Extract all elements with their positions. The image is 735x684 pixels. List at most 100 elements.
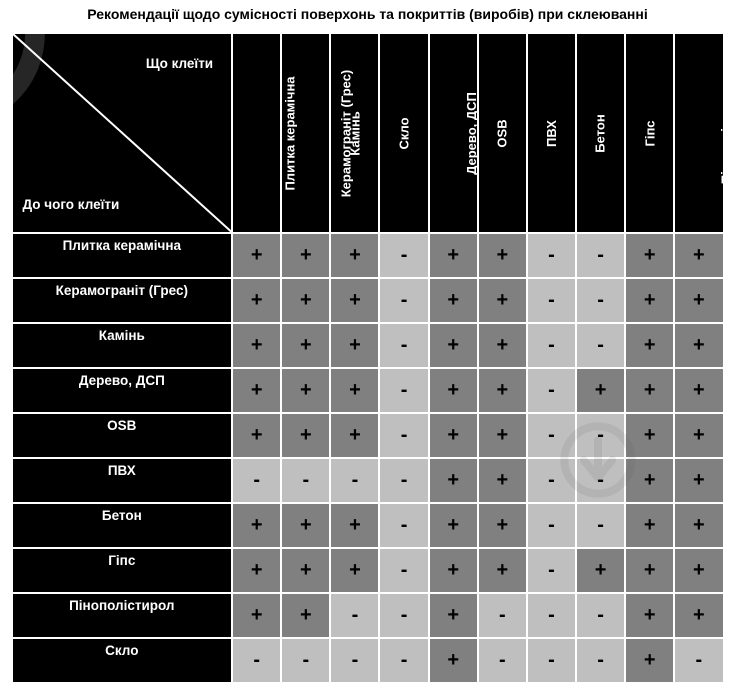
compatibility-cell: +	[330, 233, 379, 278]
table-row: Гіпс+++-++-+++	[12, 548, 724, 593]
compatibility-cell: -	[330, 458, 379, 503]
compatibility-cell: +	[478, 458, 527, 503]
row-header: ПВХ	[12, 458, 233, 503]
column-header: Гіпс	[625, 33, 674, 233]
compatibility-cell: -	[527, 233, 576, 278]
compatibility-cell: +	[429, 413, 478, 458]
compatibility-cell: +	[232, 503, 281, 548]
column-header: OSB	[478, 33, 527, 233]
compatibility-cell: -	[527, 278, 576, 323]
row-header: Дерево, ДСП	[12, 368, 233, 413]
row-header: Гіпс	[12, 548, 233, 593]
row-header: Камінь	[12, 323, 233, 368]
compatibility-cell: +	[281, 548, 330, 593]
compatibility-cell: +	[478, 548, 527, 593]
compatibility-cell: +	[429, 503, 478, 548]
compatibility-cell: +	[232, 548, 281, 593]
compatibility-cell: -	[379, 413, 428, 458]
compatibility-cell: -	[527, 323, 576, 368]
column-header: Плитка керамічна	[232, 33, 281, 233]
table-row: ПВХ----++--++	[12, 458, 724, 503]
compatibility-cell: -	[232, 458, 281, 503]
compatibility-cell: +	[674, 503, 723, 548]
row-header: Пінополістирол	[12, 593, 233, 638]
compatibility-cell: +	[625, 233, 674, 278]
compatibility-cell: -	[478, 593, 527, 638]
compatibility-cell: -	[674, 638, 723, 683]
page-title: Рекомендації щодо сумісності поверхонь т…	[0, 0, 735, 32]
compatibility-cell: +	[625, 413, 674, 458]
table-row: Камінь+++-++--++	[12, 323, 724, 368]
compatibility-cell: -	[527, 368, 576, 413]
compatibility-cell: +	[625, 593, 674, 638]
compatibility-cell: +	[576, 368, 625, 413]
compatibility-cell: +	[281, 323, 330, 368]
table-row: OSB+++-++--++	[12, 413, 724, 458]
compatibility-cell: +	[330, 413, 379, 458]
compatibility-cell: +	[625, 368, 674, 413]
column-header: Дерево, ДСП	[429, 33, 478, 233]
table-container: Що клеїти До чого клеїти Плитка керамічн…	[0, 32, 735, 684]
table-body: Плитка керамічна+++-++--++Керамограніт (…	[12, 233, 724, 683]
compatibility-cell: -	[576, 278, 625, 323]
compatibility-cell: +	[281, 278, 330, 323]
compatibility-cell: -	[232, 638, 281, 683]
compatibility-cell: +	[281, 593, 330, 638]
compatibility-cell: +	[625, 278, 674, 323]
compatibility-cell: -	[576, 503, 625, 548]
compatibility-cell: +	[330, 548, 379, 593]
compatibility-cell: -	[281, 638, 330, 683]
column-label: ПВХ	[544, 120, 559, 147]
header-row: Що клеїти До чого клеїти Плитка керамічн…	[12, 33, 724, 233]
compatibility-table: Що клеїти До чого клеїти Плитка керамічн…	[11, 32, 725, 684]
compatibility-cell: +	[330, 503, 379, 548]
table-row: Дерево, ДСП+++-++-+++	[12, 368, 724, 413]
compatibility-cell: -	[576, 593, 625, 638]
compatibility-cell: +	[478, 413, 527, 458]
compatibility-cell: +	[478, 278, 527, 323]
compatibility-cell: +	[330, 278, 379, 323]
compatibility-cell: +	[674, 548, 723, 593]
row-header: Плитка керамічна	[12, 233, 233, 278]
compatibility-cell: -	[527, 458, 576, 503]
column-label: Дерево, ДСП	[464, 92, 479, 175]
compatibility-cell: +	[330, 323, 379, 368]
compatibility-cell: +	[625, 503, 674, 548]
row-header: Керамограніт (Грес)	[12, 278, 233, 323]
column-label: Пінополістирол	[718, 82, 733, 184]
compatibility-cell: -	[527, 413, 576, 458]
compatibility-cell: -	[576, 458, 625, 503]
compatibility-cell: -	[379, 503, 428, 548]
column-header: ПВХ	[527, 33, 576, 233]
compatibility-cell: +	[674, 593, 723, 638]
table-row: Бетон+++-++--++	[12, 503, 724, 548]
compatibility-cell: -	[576, 638, 625, 683]
compatibility-cell: +	[232, 593, 281, 638]
compatibility-cell: -	[379, 323, 428, 368]
compatibility-cell: +	[429, 593, 478, 638]
compatibility-cell: -	[379, 593, 428, 638]
column-label: Камінь	[347, 111, 362, 155]
compatibility-cell: +	[232, 278, 281, 323]
column-label: Плитка керамічна	[283, 76, 298, 190]
compatibility-cell: +	[478, 323, 527, 368]
compatibility-cell: -	[379, 638, 428, 683]
compatibility-cell: +	[429, 638, 478, 683]
compatibility-cell: +	[674, 368, 723, 413]
compatibility-cell: -	[527, 548, 576, 593]
compatibility-cell: -	[379, 368, 428, 413]
column-label: OSB	[495, 119, 510, 147]
compatibility-cell: -	[379, 548, 428, 593]
compatibility-cell: +	[625, 458, 674, 503]
compatibility-cell: -	[379, 233, 428, 278]
compatibility-cell: +	[478, 368, 527, 413]
compatibility-cell: +	[429, 278, 478, 323]
compatibility-cell: -	[281, 458, 330, 503]
table-row: Скло----+---+-	[12, 638, 724, 683]
compatibility-cell: -	[527, 593, 576, 638]
column-header: Пінополістирол	[674, 33, 723, 233]
compatibility-cell: +	[674, 278, 723, 323]
compatibility-cell: -	[379, 278, 428, 323]
diag-top-label: Що клеїти	[146, 56, 213, 71]
column-label: Бетон	[593, 114, 608, 152]
